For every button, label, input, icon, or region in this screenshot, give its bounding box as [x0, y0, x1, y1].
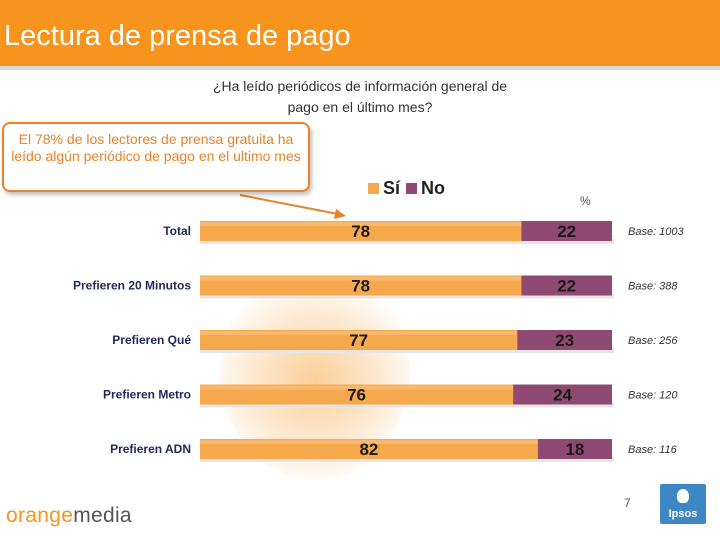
data-label-no: 18 — [565, 440, 584, 459]
question-line-2: pago en el último mes? — [287, 99, 433, 115]
data-label-no: 24 — [553, 386, 572, 405]
data-label-si: 76 — [347, 386, 366, 405]
category-label: Prefieren ADN — [110, 442, 191, 456]
orangemedia-logo: orangemedia — [6, 504, 132, 527]
base-label: Base: 120 — [628, 390, 678, 402]
data-label-si: 78 — [351, 222, 370, 241]
legend-swatch-no — [406, 182, 418, 194]
base-label: Base: 256 — [628, 335, 678, 347]
legend-swatch-si — [368, 182, 379, 194]
base-label: Base: 388 — [628, 281, 678, 293]
bar-shadow — [200, 239, 614, 244]
page-title: Lectura de prensa de pago — [4, 20, 351, 52]
bar-si-highlight — [200, 440, 538, 444]
header-divider — [0, 66, 720, 70]
bar-no — [537, 439, 612, 459]
data-label-si: 77 — [349, 331, 368, 350]
survey-question: ¿Ha leído periódicos de información gene… — [170, 76, 550, 118]
bar-no — [513, 384, 612, 405]
category-label: Prefieren Metro — [103, 388, 191, 402]
header-bar: Lectura de prensa de pago — [0, 0, 720, 66]
legend-label-si: Sí — [383, 177, 401, 198]
bar-shadow — [200, 457, 614, 462]
category-label: Prefieren Qué — [112, 333, 191, 347]
ipsos-drop-icon — [677, 489, 689, 503]
bar-no — [521, 275, 612, 296]
bar-si-highlight — [200, 276, 522, 281]
bar-shadow — [200, 402, 614, 408]
page-number: 7 — [624, 496, 631, 510]
base-label: Base: 1003 — [628, 226, 685, 238]
data-label-no: 22 — [557, 222, 576, 241]
bar-no — [517, 330, 612, 350]
base-label: Base: 116 — [628, 444, 678, 456]
category-label: Total — [163, 224, 191, 238]
data-label-si: 78 — [351, 277, 370, 296]
callout-arrow-line — [239, 194, 339, 215]
callout-text: El 78% de los lectores de prensa gratuit… — [11, 131, 301, 164]
legend-label-no: No — [421, 177, 446, 198]
bar-si-highlight — [200, 385, 514, 390]
data-label-no: 22 — [557, 277, 576, 296]
bar-shadow — [200, 293, 614, 299]
bar-no — [521, 221, 612, 241]
legend-item-no: No — [406, 178, 445, 199]
ipsos-logo-text: Ipsos — [668, 508, 698, 520]
chart-legend: Sí No — [368, 178, 445, 198]
bar-si-highlight — [200, 331, 518, 335]
ipsos-logo: Ipsos — [660, 484, 706, 524]
data-label-no: 23 — [555, 331, 574, 350]
bar-si-highlight — [200, 222, 522, 226]
bar-shadow — [200, 348, 614, 353]
callout-arrow-head — [334, 209, 346, 219]
callout-box: El 78% de los lectores de prensa gratuit… — [2, 122, 310, 192]
legend-item-si: Sí — [368, 178, 400, 199]
percent-unit: % — [580, 194, 591, 208]
question-line-1: ¿Ha leído periódicos de información gene… — [212, 78, 508, 94]
data-label-si: 82 — [359, 440, 378, 459]
category-label: Prefieren 20 Minutos — [73, 279, 191, 293]
